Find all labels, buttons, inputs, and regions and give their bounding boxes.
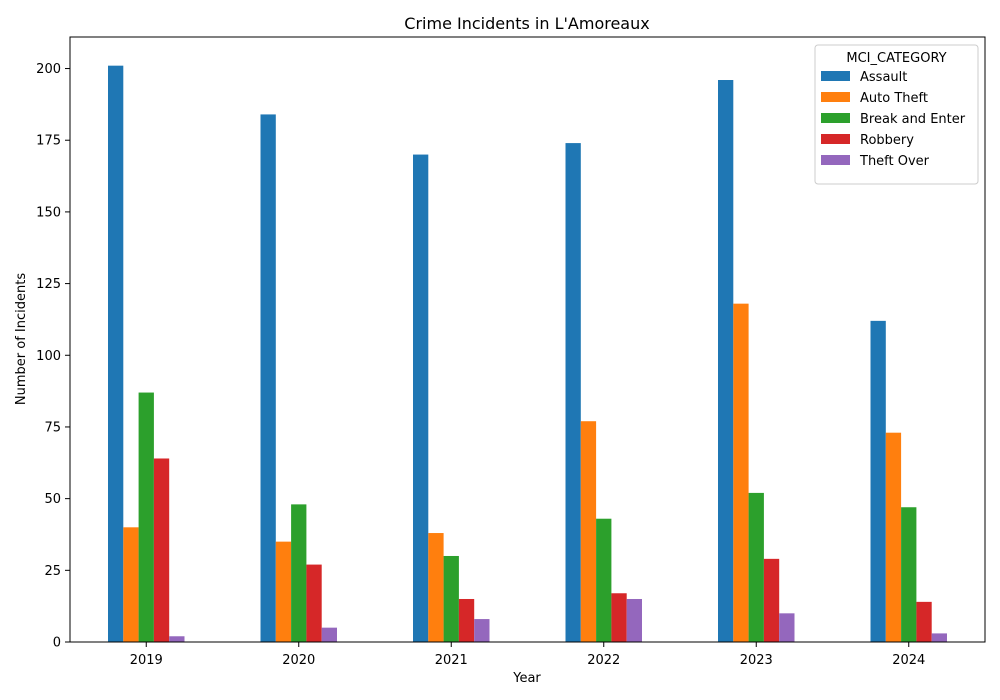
bar-theft-over-2019: [169, 636, 185, 642]
legend-label-theft-over: Theft Over: [859, 154, 930, 169]
x-tick-label: 2024: [892, 653, 925, 668]
y-tick-label: 0: [53, 636, 61, 651]
bar-theft-over-2024: [931, 633, 947, 642]
y-tick-label: 75: [44, 420, 61, 435]
bar-auto-theft-2022: [580, 421, 597, 642]
bar-break-and-enter-2021: [443, 555, 459, 642]
bars-group: [108, 65, 947, 643]
legend-label-auto-theft: Auto Theft: [860, 91, 928, 106]
x-tick-label: 2020: [282, 653, 315, 668]
legend-frame: [814, 44, 979, 185]
x-axis-title: Year: [512, 671, 541, 686]
bar-robbery-2021: [458, 598, 475, 642]
legend-swatch-auto-theft: [821, 92, 850, 102]
plot-frame: [69, 36, 986, 643]
y-tick-label: 100: [36, 349, 61, 364]
bar-theft-over-2022: [626, 598, 642, 642]
bar-robbery-2024: [916, 601, 932, 642]
legend-label-break-and-enter: Break and Enter: [860, 112, 966, 127]
bar-auto-theft-2019: [123, 527, 139, 642]
bar-break-and-enter-2019: [138, 392, 154, 642]
x-tick-label: 2022: [587, 653, 620, 668]
legend-swatch-break-and-enter: [821, 113, 850, 123]
legend-swatch-assault: [821, 71, 850, 81]
y-tick-label: 150: [36, 205, 61, 220]
x-tick-label: 2023: [740, 653, 773, 668]
bar-robbery-2023: [763, 558, 780, 642]
y-tick-label: 125: [36, 277, 61, 292]
bar-robbery-2019: [153, 458, 170, 642]
bar-auto-theft-2020: [275, 541, 292, 642]
x-tick-label: 2021: [435, 653, 468, 668]
bar-assault-2023: [718, 80, 734, 642]
legend-label-assault: Assault: [860, 70, 907, 85]
legend-swatch-theft-over: [821, 155, 850, 165]
legend-label-robbery: Robbery: [860, 133, 914, 148]
y-tick-label: 25: [44, 564, 61, 579]
bar-break-and-enter-2022: [596, 518, 612, 642]
bar-assault-2021: [413, 154, 429, 642]
x-tick-label: 2019: [130, 653, 163, 668]
bar-break-and-enter-2023: [748, 492, 764, 642]
bar-assault-2024: [870, 320, 886, 642]
bar-auto-theft-2021: [428, 533, 444, 642]
bar-auto-theft-2024: [885, 432, 902, 642]
bar-break-and-enter-2024: [901, 507, 917, 642]
bar-break-and-enter-2020: [291, 504, 307, 642]
bar-assault-2020: [260, 114, 276, 643]
legend-title: MCI_CATEGORY: [846, 51, 946, 66]
legend: MCI_CATEGORY Assault Auto Theft Break and E…: [814, 44, 979, 185]
legend-swatch-robbery: [821, 134, 850, 144]
chart-title: Crime Incidents in L'Amoreaux: [404, 14, 649, 33]
y-tick-label: 200: [36, 62, 61, 77]
bar-auto-theft-2023: [733, 303, 749, 642]
y-tick-label: 50: [44, 492, 61, 507]
bar-theft-over-2020: [321, 627, 337, 642]
y-tick-label: 175: [36, 134, 61, 149]
bar-assault-2019: [108, 65, 124, 643]
bar-robbery-2020: [306, 564, 322, 642]
bar-assault-2022: [565, 143, 581, 642]
bar-theft-over-2021: [474, 619, 490, 642]
bar-robbery-2022: [611, 593, 627, 642]
bar-theft-over-2023: [779, 613, 795, 642]
axes-group: 2019 2020 2021 2022 2023 2024 0 25 50 75 100 125 150…: [36, 36, 986, 668]
y-axis-title: Number of Incidents: [14, 273, 29, 405]
